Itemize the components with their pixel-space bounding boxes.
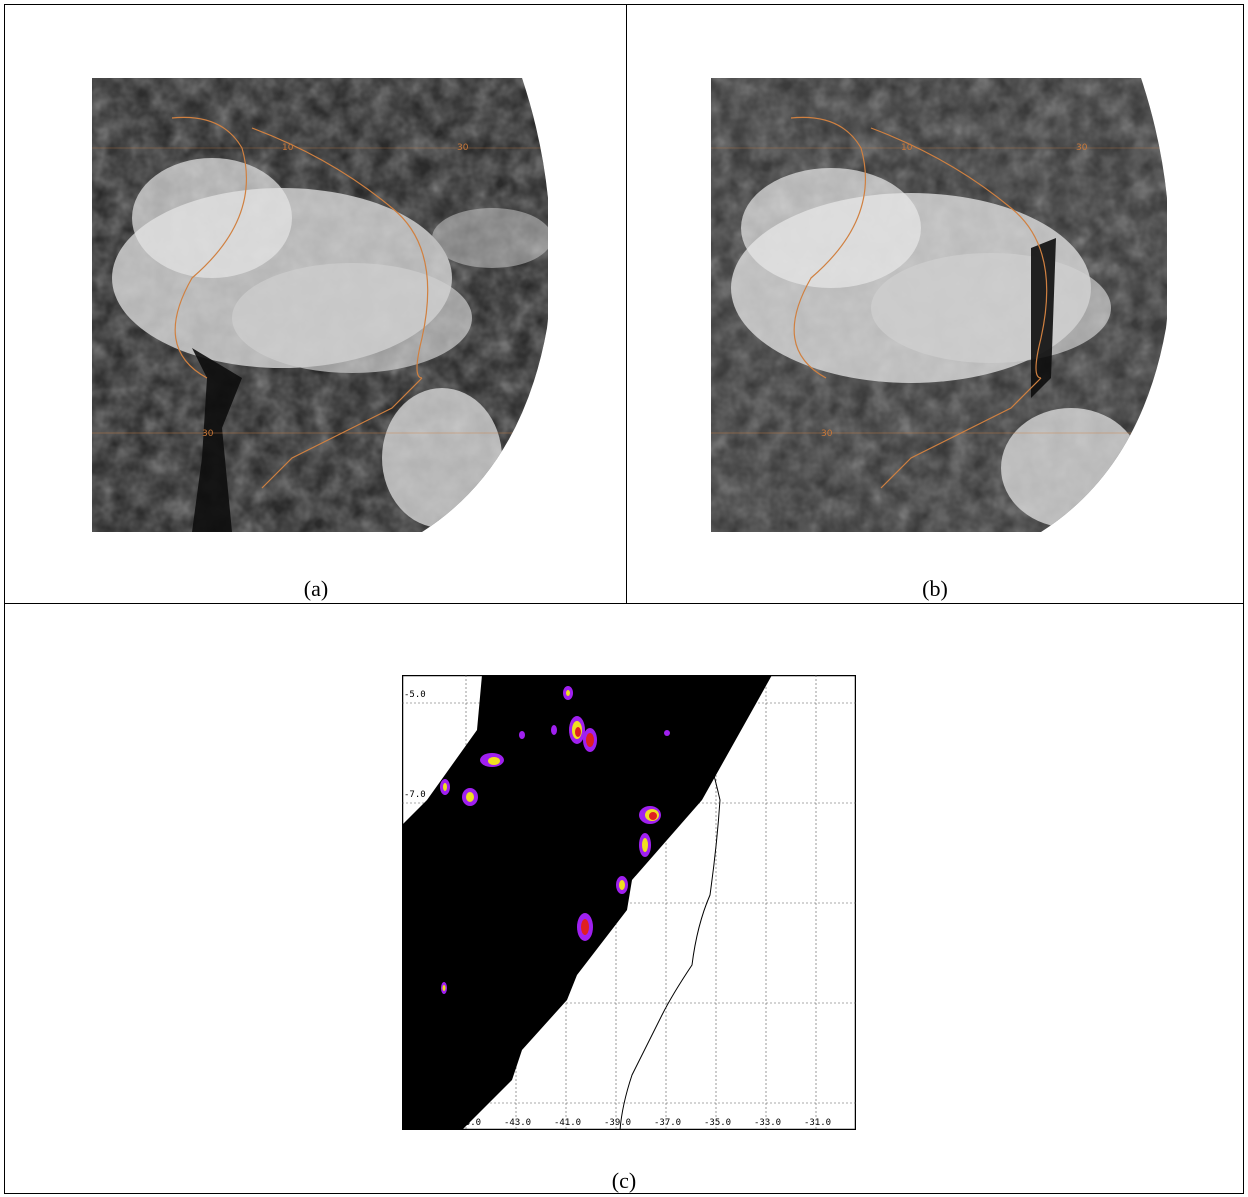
lon-label: -31.0 <box>804 1118 831 1128</box>
lat-label: -9.0 <box>404 890 426 900</box>
lon-label: -37.0 <box>654 1118 681 1128</box>
grid-label: 30 <box>821 429 833 439</box>
caption-a: (a) <box>303 576 329 601</box>
satellite-image-b: 30 10 30 <box>711 78 1167 532</box>
corner-label: -47.0 <box>404 1118 431 1128</box>
grid-label: 10 <box>901 143 913 153</box>
satellite-image-a: 30 10 30 <box>92 78 548 532</box>
lat-label: -7.0 <box>404 790 426 800</box>
lon-label: -41.0 <box>554 1118 581 1128</box>
column-divider <box>626 4 627 604</box>
lon-label: -45.0 <box>454 1118 481 1128</box>
grid-label: 10 <box>282 143 294 153</box>
caption-c: (c) <box>611 1168 637 1193</box>
lon-label: -33.0 <box>754 1118 781 1128</box>
lat-label: -13.0 <box>404 1090 431 1100</box>
grid-label: 30 <box>457 143 469 153</box>
row-divider <box>4 603 1244 604</box>
figure-table <box>4 4 1244 1194</box>
caption-b: (b) <box>922 576 948 601</box>
radar-map-c: -5.0 -7.0 -9.0 -11.0 -13.0 -47.0 -45.0 -… <box>402 675 856 1130</box>
lat-label: -11.0 <box>404 990 431 1000</box>
grid-label: 30 <box>202 429 214 439</box>
lon-label: -39.0 <box>604 1118 631 1128</box>
lat-label: -5.0 <box>404 690 426 700</box>
lon-label: -35.0 <box>704 1118 731 1128</box>
grid-label: 30 <box>1076 143 1088 153</box>
lon-label: -43.0 <box>504 1118 531 1128</box>
